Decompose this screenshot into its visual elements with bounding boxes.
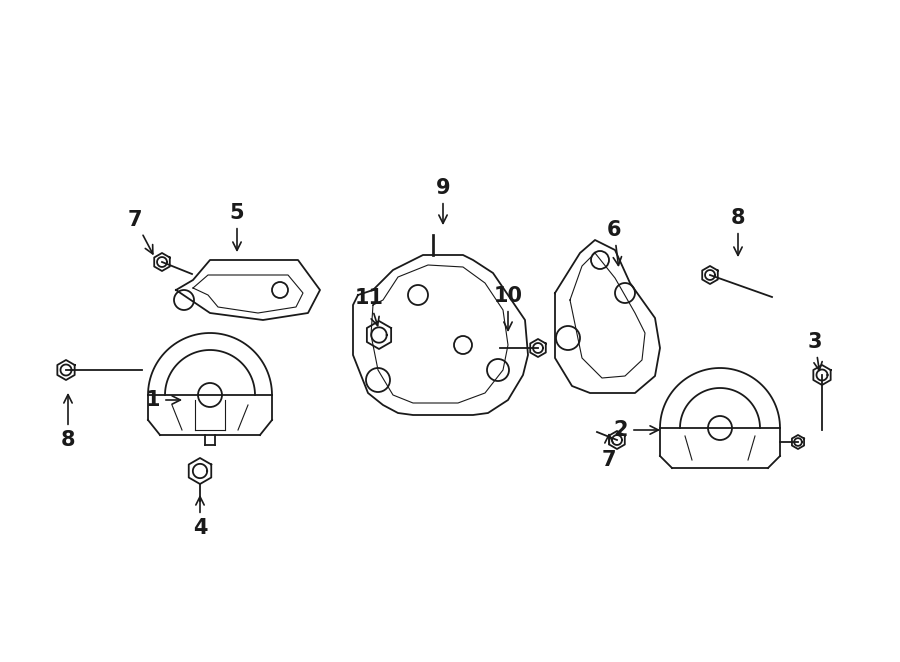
Text: 4: 4 — [193, 496, 207, 538]
Text: 1: 1 — [146, 390, 180, 410]
Text: 5: 5 — [230, 203, 244, 250]
Text: 9: 9 — [436, 178, 450, 223]
Text: 8: 8 — [731, 208, 745, 256]
Text: 2: 2 — [614, 420, 659, 440]
Text: 10: 10 — [493, 286, 523, 330]
Text: 6: 6 — [607, 220, 622, 265]
Text: 7: 7 — [128, 210, 153, 254]
Text: 8: 8 — [61, 395, 76, 450]
Text: 7: 7 — [602, 435, 616, 470]
Text: 11: 11 — [355, 288, 383, 326]
Text: 3: 3 — [808, 332, 823, 371]
